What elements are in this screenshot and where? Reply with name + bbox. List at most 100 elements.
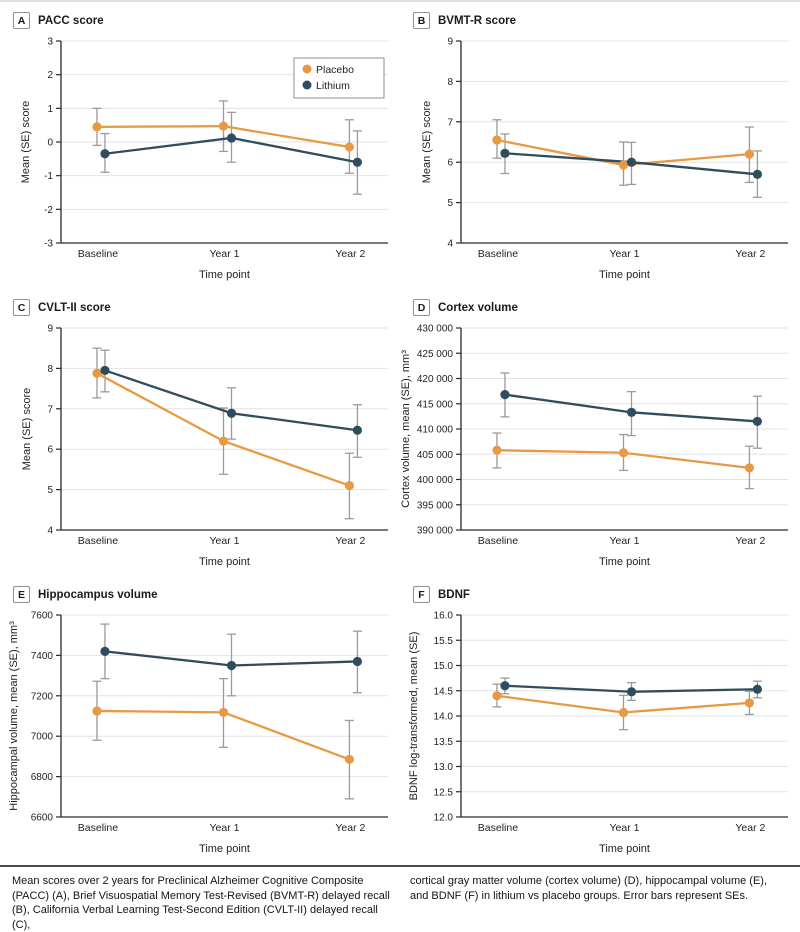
y-tick-label: -1 [44,171,53,182]
panel-e-header: E Hippocampus volume [0,585,400,604]
panel-a-letter-badge: A [13,12,30,29]
data-point-placebo [92,368,102,378]
y-tick-label: 3 [47,37,53,48]
data-point-placebo [92,706,102,716]
panel-b: B BVMT-R score 9 8 7 6 5 4 Baseline Year 1 Year … [400,2,800,289]
x-category-label: Year 1 [610,822,640,834]
x-category-label: Year 2 [335,248,365,260]
caption-right-column: cortical gray matter volume (cortex volu… [410,875,768,902]
y-tick-label: -2 [44,205,53,216]
y-tick-label: 405 000 [417,450,454,461]
panel-c-title: CVLT-II score [38,301,111,314]
y-tick-label: 8 [47,364,53,375]
y-tick-label: 395 000 [417,500,454,511]
data-point-lithium [626,157,637,167]
y-tick-label: 7600 [31,611,54,622]
x-axis-title: Time point [599,556,650,568]
x-category-label: Year 1 [610,248,640,260]
y-tick-label: 430 000 [417,324,454,335]
y-tick-label: 8 [447,77,453,88]
y-tick-label: 2 [47,70,53,81]
data-point-lithium [352,425,362,435]
data-point-lithium [226,133,237,143]
y-tick-label: 15.0 [434,661,454,672]
data-point-lithium [752,684,762,694]
panel-d-letter-badge: D [413,299,430,316]
y-tick-label: 1 [47,104,53,115]
panel-e-letter-badge: E [13,586,30,603]
data-point-placebo [492,691,502,701]
y-tick-label: 4 [447,239,453,250]
x-category-label: Year 2 [335,822,365,834]
legend-label-lithium: Lithium [316,80,350,92]
y-tick-label: 14.5 [434,686,454,697]
legend-marker-lithium [302,80,312,90]
legend-marker-placebo [302,64,312,74]
panel-f-title: BDNF [438,588,470,601]
data-point-placebo [492,445,502,455]
panel-f: F BDNF 16.0 15.5 15.0 14.5 14.0 13.5 13.0 12.5 1… [400,576,800,863]
x-category-label: Baseline [78,535,118,547]
y-tick-label: 9 [47,324,53,335]
panels-grid: A PACC score 3 2 1 0 -1 -2 -3 Baseline Year 1 Yea… [0,2,800,863]
panel-a: A PACC score 3 2 1 0 -1 -2 -3 Baseline Year 1 Yea… [0,2,400,289]
y-tick-label: 5 [447,198,453,209]
data-point-placebo [344,480,354,491]
data-point-lithium [352,157,362,167]
panel-d-header: D Cortex volume [400,298,800,317]
y-tick-label: 15.5 [434,636,454,647]
y-tick-label: 6 [447,158,453,169]
data-point-lithium [500,681,510,691]
data-point-lithium [100,646,110,656]
y-axis-title: Mean (SE) score [20,101,32,184]
y-axis-title: Hippocampal volume, mean (SE), mm³ [8,621,20,811]
panel-e: E Hippocampus volume 7600 7400 7200 7000 680… [0,576,400,863]
y-tick-label: 7 [47,404,53,415]
data-point-placebo [744,149,754,159]
panel-c-letter-badge: C [13,299,30,316]
y-tick-label: 7400 [31,651,54,662]
chart-bdnf: 16.0 15.5 15.0 14.5 14.0 13.5 13.0 12.5 12.0 Base… [408,611,788,855]
x-category-label: Baseline [78,248,118,260]
y-tick-label: 400 000 [417,475,454,486]
data-point-lithium [500,148,510,158]
panel-d-title: Cortex volume [438,301,518,314]
chart-pacc-score: 3 2 1 0 -1 -2 -3 Baseline Year 1 Year 2 Time point… [20,37,388,281]
data-point-lithium [500,390,510,400]
y-tick-label: 13.0 [434,762,454,773]
x-category-label: Year 1 [210,822,240,834]
data-point-placebo [618,707,629,718]
y-tick-label: 425 000 [417,349,454,360]
panel-e-title: Hippocampus volume [38,588,158,601]
y-tick-label: 420 000 [417,374,454,385]
panel-b-title: BVMT-R score [438,14,516,27]
data-point-lithium [626,407,637,417]
data-point-placebo [344,142,354,152]
panel-f-letter-badge: F [413,586,430,603]
x-category-label: Year 2 [735,248,765,260]
x-axis-title: Time point [599,269,650,281]
panel-f-header: F BDNF [400,585,800,604]
x-category-label: Year 2 [735,822,765,834]
y-tick-label: 12.5 [434,787,454,798]
data-point-lithium [226,408,237,418]
y-tick-label: 0 [47,138,53,149]
y-tick-label: 390 000 [417,526,454,537]
x-category-label: Year 1 [210,248,240,260]
panel-a-title: PACC score [38,14,104,27]
legend-box [293,57,385,99]
y-tick-label: 4 [47,526,53,537]
y-tick-label: 7000 [31,732,54,743]
panel-d: D Cortex volume 430 000 425 000 420 000 415… [400,289,800,576]
y-axis-title: BDNF log-transformed, mean (SE) [408,632,420,801]
y-tick-label: -3 [44,239,53,250]
x-category-label: Baseline [478,822,518,834]
y-tick-label: 6800 [31,772,54,783]
x-category-label: Baseline [78,822,118,834]
x-category-label: Year 2 [735,535,765,547]
x-category-label: Year 2 [335,535,365,547]
y-tick-label: 7 [447,117,453,128]
y-tick-label: 16.0 [434,611,454,622]
x-category-label: Baseline [478,535,518,547]
data-point-lithium [626,687,637,697]
